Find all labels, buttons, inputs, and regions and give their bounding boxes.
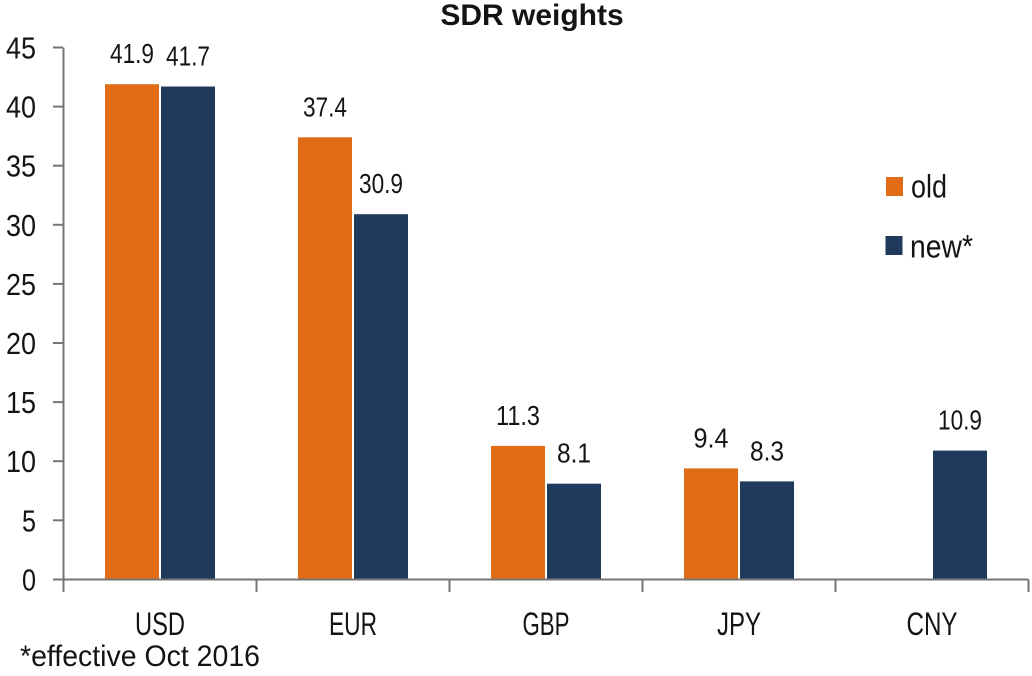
svg-text:8.3: 8.3 <box>750 435 784 466</box>
svg-text:10.9: 10.9 <box>938 405 982 436</box>
svg-text:SDR weights: SDR weights <box>440 0 623 32</box>
svg-text:25: 25 <box>6 267 36 302</box>
svg-text:45: 45 <box>6 31 36 66</box>
svg-text:10: 10 <box>6 444 36 479</box>
svg-text:37.4: 37.4 <box>303 91 347 122</box>
svg-text:40: 40 <box>6 90 36 125</box>
svg-text:41.7: 41.7 <box>166 41 210 72</box>
svg-text:11.3: 11.3 <box>496 400 540 431</box>
svg-text:0: 0 <box>22 563 36 598</box>
svg-text:new*: new* <box>910 229 973 265</box>
svg-text:30: 30 <box>6 208 36 243</box>
svg-text:GBP: GBP <box>523 606 570 642</box>
svg-text:20: 20 <box>6 326 36 361</box>
svg-text:35: 35 <box>6 149 36 184</box>
svg-text:*effective Oct 2016: *effective Oct 2016 <box>20 640 260 673</box>
svg-text:9.4: 9.4 <box>694 422 729 453</box>
svg-text:JPY: JPY <box>717 606 761 642</box>
svg-text:41.9: 41.9 <box>110 38 154 69</box>
svg-text:CNY: CNY <box>907 606 958 642</box>
svg-text:5: 5 <box>22 503 36 538</box>
svg-text:EUR: EUR <box>329 606 377 642</box>
svg-text:USD: USD <box>135 606 185 642</box>
svg-text:15: 15 <box>6 385 36 420</box>
svg-text:8.1: 8.1 <box>557 438 591 469</box>
svg-text:30.9: 30.9 <box>359 168 403 199</box>
svg-text:old: old <box>911 169 947 205</box>
